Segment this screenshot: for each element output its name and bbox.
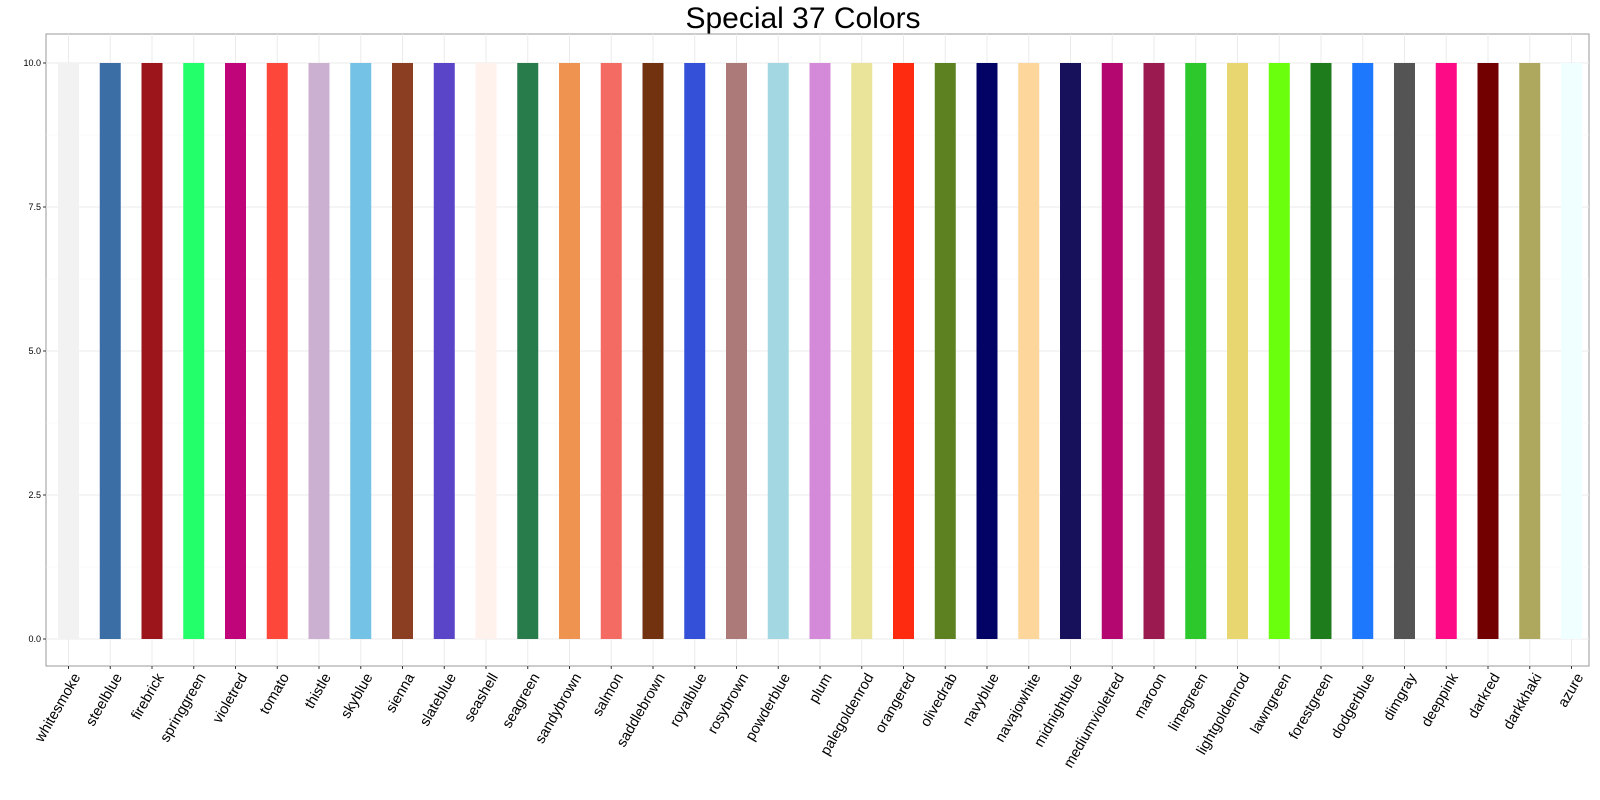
bar-orangered <box>893 63 914 639</box>
bar-slateblue <box>433 63 455 639</box>
bar-royalblue <box>684 63 706 639</box>
bar-seagreen <box>517 63 539 639</box>
bar-tomato <box>266 63 288 639</box>
x-tick-label: olivedrab <box>918 671 961 730</box>
x-tick-label: slateblue <box>417 671 460 729</box>
bar-darkred <box>1477 63 1499 639</box>
bar-lightgoldenrod <box>1227 63 1248 639</box>
bar-olivedrab <box>934 63 956 639</box>
y-tick-label: 2.5 <box>28 490 41 500</box>
bar-palegoldenrod <box>851 63 873 639</box>
x-tick-label: navyblue <box>960 671 1003 729</box>
x-tick-label: firebrick <box>129 670 169 723</box>
x-tick-label: violetred <box>210 671 251 726</box>
y-axis-ticks: 0.0 2.5 5.0 7.5 10.0 <box>23 58 46 644</box>
bar-firebrick <box>141 63 163 639</box>
bar-navyblue <box>976 63 998 639</box>
y-tick-label: 7.5 <box>28 202 41 212</box>
x-tick-label: seagreen <box>499 671 543 731</box>
x-tick-label: dodgerblue <box>1328 671 1378 742</box>
x-tick-label: royalblue <box>667 671 710 730</box>
bar-mediumvioletred <box>1101 63 1123 639</box>
x-tick-label: dimgray <box>1381 670 1421 723</box>
bar-darkkhaki <box>1519 63 1541 639</box>
bar-violetred <box>225 63 246 639</box>
x-tick-label: darkkhaki <box>1501 671 1546 733</box>
bar-springgreen <box>183 63 205 639</box>
bar-dodgerblue <box>1352 63 1374 639</box>
bar-steelblue <box>99 63 121 639</box>
x-tick-label: sienna <box>383 670 419 716</box>
bar-powderblue <box>767 63 789 639</box>
x-tick-label: rosybrown <box>705 671 752 737</box>
x-tick-label: steelblue <box>83 671 126 729</box>
x-tick-label: whitesmoke <box>32 671 85 746</box>
bar-thistle <box>308 63 330 639</box>
bar-azure <box>1561 63 1582 639</box>
bar-midnightblue <box>1060 63 1081 639</box>
x-tick-label: lawngreen <box>1248 671 1295 737</box>
bar-seashell <box>475 63 497 639</box>
chart-title: Special 37 Colors <box>685 2 920 35</box>
x-tick-label: limegreen <box>1166 671 1212 734</box>
x-tick-label: azure <box>1555 671 1587 710</box>
bar-saddlebrown <box>642 63 664 639</box>
x-tick-label: orangered <box>872 671 919 736</box>
y-tick-label: 10.0 <box>23 58 41 68</box>
bar-salmon <box>600 63 622 639</box>
bar-rosybrown <box>726 63 747 639</box>
bar-sandybrown <box>559 63 580 639</box>
bar-whitesmoke <box>58 63 79 639</box>
x-tick-label: maroon <box>1131 671 1169 722</box>
x-tick-label: skyblue <box>338 671 376 722</box>
bar-forestgreen <box>1310 63 1332 639</box>
bar-navajowhite <box>1018 63 1040 639</box>
bar-plum <box>809 63 831 639</box>
x-tick-label: seashell <box>461 671 501 725</box>
y-tick-label: 0.0 <box>28 634 41 644</box>
x-tick-label: plum <box>806 671 836 706</box>
bar-limegreen <box>1185 63 1207 639</box>
bars <box>58 63 1582 639</box>
bar-dimgray <box>1394 63 1415 639</box>
y-tick-label: 5.0 <box>28 346 41 356</box>
x-tick-label: salmon <box>590 671 627 719</box>
bar-maroon <box>1143 63 1165 639</box>
x-tick-label: thistle <box>302 671 335 712</box>
bar-sienna <box>392 63 413 639</box>
x-tick-label: tomato <box>257 671 293 717</box>
bar-skyblue <box>350 63 372 639</box>
bar-deeppink <box>1435 63 1457 639</box>
x-tick-label: deeppink <box>1419 670 1463 730</box>
bar-lawngreen <box>1268 63 1290 639</box>
x-tick-label: darkred <box>1465 671 1503 722</box>
